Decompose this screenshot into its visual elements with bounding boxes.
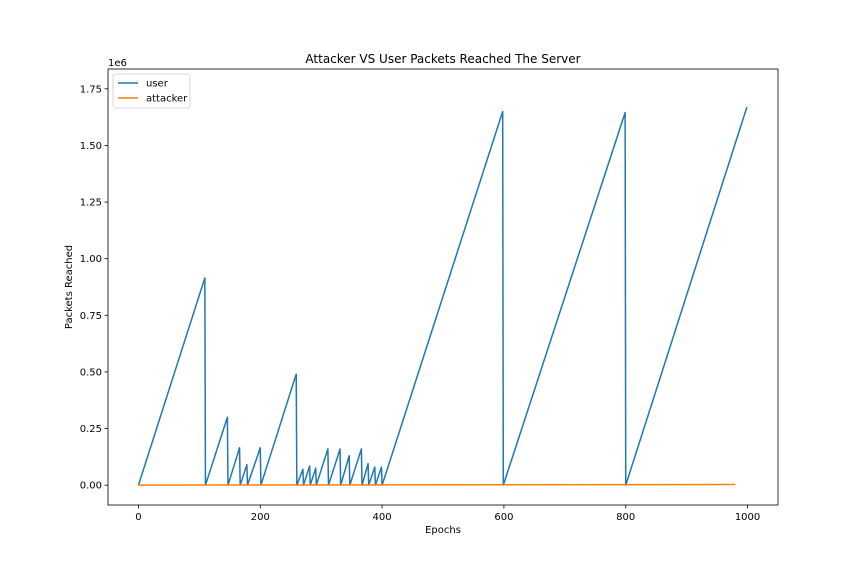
y-tick-label: 0.50 xyxy=(80,367,102,378)
series-layer xyxy=(137,106,748,486)
y-tick-label: 0.75 xyxy=(80,311,102,322)
x-tick-label: 1000 xyxy=(735,512,760,523)
legend: user attacker xyxy=(112,73,191,109)
x-axis: 0 200 400 600 800 1000 xyxy=(135,505,760,523)
series-line-attacker xyxy=(138,483,736,486)
y-tick-label: 0.25 xyxy=(80,424,102,435)
x-tick-label: 600 xyxy=(494,512,513,523)
y-tick-label: 1.75 xyxy=(80,84,102,95)
x-tick-label: 400 xyxy=(373,512,392,523)
y-tick-label: 1.00 xyxy=(80,254,102,265)
chart-title: Attacker VS User Packets Reached The Ser… xyxy=(305,52,580,66)
y-tick-label: 1.50 xyxy=(80,141,102,152)
y-axis: 0.00 0.25 0.50 0.75 1.00 1.25 1.50 1.75 xyxy=(80,84,108,492)
y-axis-label: Packets Reached xyxy=(64,245,75,329)
axes-spines xyxy=(107,68,779,506)
legend-label-user: user xyxy=(146,79,169,90)
x-tick-label: 200 xyxy=(251,512,270,523)
x-tick-label: 800 xyxy=(616,512,635,523)
legend-label-attacker: attacker xyxy=(146,94,188,105)
x-tick-label: 0 xyxy=(135,512,141,523)
y-offset-label: 1e6 xyxy=(108,58,127,69)
series-line-user xyxy=(137,106,748,486)
axes-frame xyxy=(107,68,779,506)
x-axis-label: Epochs xyxy=(425,525,461,536)
plot-area xyxy=(108,69,778,505)
y-tick-label: 0.00 xyxy=(80,481,102,492)
y-tick-label: 1.25 xyxy=(80,198,102,209)
